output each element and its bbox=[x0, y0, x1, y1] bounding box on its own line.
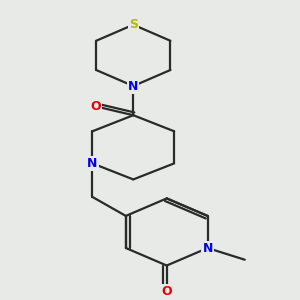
Text: N: N bbox=[128, 80, 139, 92]
Text: O: O bbox=[91, 100, 101, 113]
Text: N: N bbox=[87, 157, 98, 170]
Text: N: N bbox=[202, 242, 213, 254]
Text: O: O bbox=[161, 285, 172, 298]
Text: S: S bbox=[129, 18, 138, 31]
